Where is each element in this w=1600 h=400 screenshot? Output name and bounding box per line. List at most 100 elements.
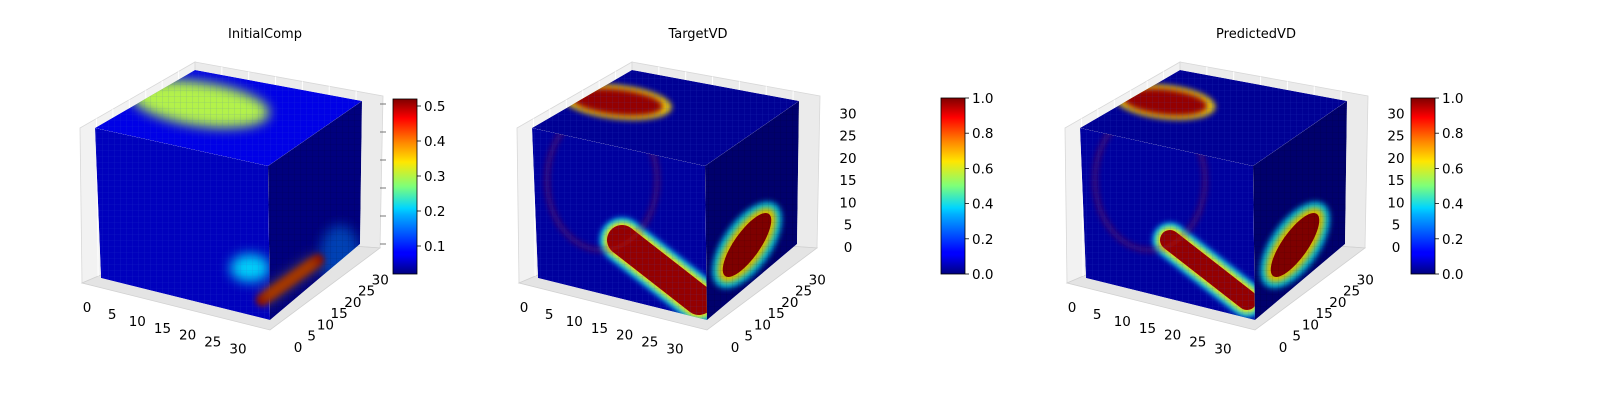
- cube-front-face: [1080, 128, 1255, 320]
- x-tick-label: 30: [666, 342, 683, 358]
- z-tick-label: 25: [839, 129, 856, 145]
- y-tick-label: 10: [317, 317, 334, 333]
- voxel-grid: [532, 70, 799, 166]
- y-tick-label: 0: [1279, 340, 1288, 356]
- voxel-cube: [1080, 70, 1347, 320]
- x-tick-label: 5: [108, 307, 117, 323]
- y-tick-label: 10: [754, 317, 771, 333]
- x-tick-label: 25: [641, 335, 658, 351]
- x-tick-label: 15: [591, 321, 608, 337]
- panel-title: InitialComp: [228, 27, 302, 42]
- cube-top-face: [95, 70, 362, 166]
- z-tick-label: 30: [1387, 106, 1404, 122]
- panel-title: TargetVD: [667, 27, 727, 42]
- z-tick-label: 20: [839, 151, 856, 167]
- voxel-grid: [95, 70, 362, 166]
- z-tick-label: 0: [1392, 240, 1401, 256]
- x-tick-label: 25: [204, 335, 221, 351]
- colorbar-gradient: [1410, 97, 1436, 275]
- x-tick-label: 20: [616, 328, 633, 344]
- x-tick-label: 25: [1189, 335, 1206, 351]
- colorbar-tick-label: 0.6: [972, 161, 993, 177]
- colorbar-tick-label: 0.4: [1442, 197, 1463, 213]
- colorbar-tick-label: 0.3: [424, 169, 445, 185]
- colorbar-tick-label: 1.0: [972, 91, 993, 107]
- colorbar-tick-label: 0.8: [1442, 126, 1463, 142]
- face-shade: [268, 101, 362, 320]
- z-tick-label: 0: [844, 240, 853, 256]
- y-tick-label: 30: [809, 272, 826, 288]
- colorbar-gradient: [392, 98, 418, 275]
- panel-title: PredictedVD: [1216, 27, 1296, 42]
- colorbar-tick-label: 0.0: [972, 267, 993, 283]
- x-tick-label: 20: [1164, 328, 1181, 344]
- x-tick-label: 0: [520, 300, 529, 316]
- colorbar-tick-label: 0.2: [1442, 232, 1463, 248]
- x-tick-label: 10: [1114, 314, 1131, 330]
- voxel-grid: [1253, 101, 1347, 320]
- colorbar-tick-label: 0.8: [972, 126, 993, 142]
- y-tick-label: 15: [768, 306, 785, 322]
- y-tick-label: 0: [731, 340, 740, 356]
- voxel-grid: [268, 101, 362, 320]
- face-shade: [1253, 101, 1347, 320]
- y-tick-label: 25: [358, 284, 375, 300]
- cube-side-face: [268, 101, 362, 320]
- cube-side-face: [705, 101, 799, 320]
- z-tick-label: 25: [1387, 129, 1404, 145]
- y-tick-label: 5: [307, 329, 316, 345]
- colorbar-gradient: [940, 97, 966, 275]
- colorbar-tick-label: 0.1: [424, 239, 445, 255]
- colorbar: 0.0 0.2 0.4 0.6 0.8 1.0: [1410, 91, 1463, 283]
- z-tick-label: 15: [1387, 173, 1404, 189]
- voxel-grid: [95, 128, 270, 320]
- y-tick-label: 15: [331, 306, 348, 322]
- x-tick-label: 15: [1139, 321, 1156, 337]
- colorbar-tick-label: 0.4: [972, 197, 993, 213]
- z-tick-label: 30: [839, 106, 856, 122]
- colorbar-tick-label: 1.0: [1442, 91, 1463, 107]
- voxel-cube: [95, 70, 362, 320]
- x-tick-label: 20: [179, 328, 196, 344]
- cube-side-face: [1253, 101, 1347, 320]
- y-tick-label: 0: [294, 340, 303, 356]
- voxel-grid: [1080, 128, 1255, 320]
- face-shade: [705, 101, 799, 320]
- colorbar: 0.1 0.2 0.3 0.4 0.5: [392, 98, 445, 275]
- z-tick-label: 10: [839, 195, 856, 211]
- y-tick-label: 30: [1357, 272, 1374, 288]
- y-tick-label: 10: [1302, 317, 1319, 333]
- voxel-grid: [705, 101, 799, 320]
- colorbar-tick-label: 0.0: [1442, 267, 1463, 283]
- voxel-grid: [532, 128, 707, 320]
- y-tick-label: 25: [795, 284, 812, 300]
- y-tick-label: 20: [1329, 295, 1346, 311]
- feature-front-band-halo: [257, 254, 323, 306]
- y-tick-label: 15: [1316, 306, 1333, 322]
- colorbar-tick-label: 0.4: [424, 134, 445, 150]
- y-tick-label: 20: [344, 295, 361, 311]
- x-tick-label: 10: [129, 314, 146, 330]
- voxel-cube: [532, 70, 799, 320]
- y-tick-label: 5: [744, 329, 753, 345]
- colorbar-tick-label: 0.5: [424, 99, 445, 115]
- colorbar-tick-label: 0.2: [424, 204, 445, 220]
- y-tick-label: 25: [1343, 284, 1360, 300]
- colorbar: 0.0 0.2 0.4 0.6 0.8 1.0: [940, 91, 993, 283]
- y-tick-label: 5: [1292, 329, 1301, 345]
- z-tick-label: 5: [844, 218, 853, 234]
- cube-front-face: [95, 128, 270, 320]
- cube-front-face: [532, 128, 707, 320]
- z-tick-label: 10: [1387, 195, 1404, 211]
- x-tick-label: 30: [229, 342, 246, 358]
- x-tick-label: 0: [1068, 300, 1077, 316]
- y-tick-label: 30: [372, 272, 389, 288]
- x-tick-label: 0: [83, 300, 92, 316]
- x-tick-label: 5: [545, 307, 554, 323]
- x-tick-label: 5: [1093, 307, 1102, 323]
